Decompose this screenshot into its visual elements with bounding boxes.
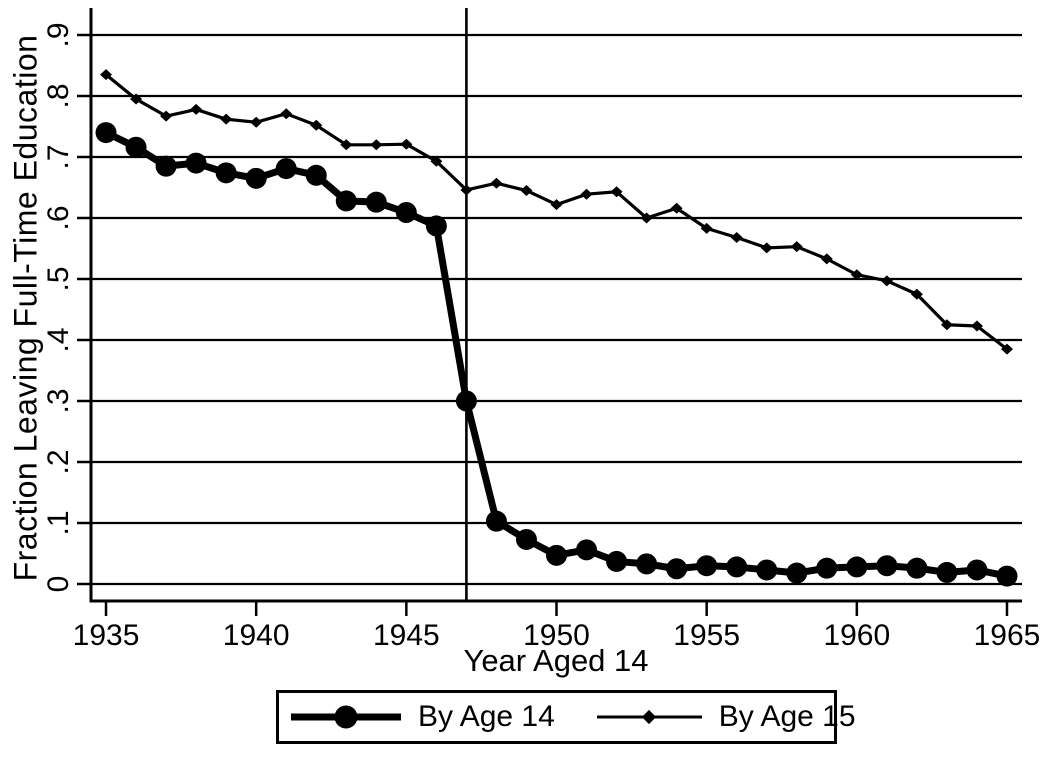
y-tick-label: 0: [42, 576, 75, 593]
data-point-circle: [95, 122, 117, 144]
y-tick-label: .3: [42, 388, 75, 413]
data-point-circle: [636, 553, 658, 575]
data-point-circle: [936, 561, 958, 583]
data-point-circle: [576, 539, 598, 561]
legend-sample-by-age-15: [596, 704, 702, 730]
data-point-circle: [125, 136, 147, 158]
data-point-circle: [846, 556, 868, 578]
legend-label-by-age-15: By Age 15: [718, 700, 856, 733]
y-tick-label: .1: [42, 510, 75, 535]
data-point-circle: [756, 559, 778, 581]
y-tick-label: .9: [42, 22, 75, 47]
data-point-circle: [365, 191, 387, 213]
data-point-diamond: [670, 202, 683, 214]
data-point-circle: [335, 190, 357, 212]
x-tick-label: 1940: [223, 619, 290, 652]
data-point-diamond: [460, 184, 473, 196]
data-point-circle: [996, 565, 1018, 587]
y-tick-label: .4: [42, 327, 75, 352]
data-point-diamond: [1000, 343, 1013, 355]
data-point-circle: [515, 528, 537, 550]
series-line-by-age-15: [104, 73, 1009, 351]
data-point-circle: [215, 162, 237, 184]
legend-sample-by-age-14: [291, 704, 401, 730]
x-axis-title: Year Aged 14: [463, 643, 649, 678]
x-tick-label: 1955: [673, 619, 740, 652]
y-tick-label: .5: [42, 266, 75, 291]
data-point-diamond: [550, 199, 563, 211]
data-point-diamond: [880, 275, 893, 287]
data-point-diamond: [100, 69, 113, 81]
y-tick-label: .8: [42, 83, 75, 108]
data-point-diamond: [160, 110, 173, 122]
data-point-circle: [185, 152, 207, 174]
x-tick-label: 1945: [373, 619, 440, 652]
y-tick-label: .7: [42, 144, 75, 169]
data-point-diamond: [340, 139, 353, 151]
data-point-circle: [546, 544, 567, 566]
data-point-diamond: [940, 319, 953, 331]
data-point-circle: [395, 202, 417, 224]
data-point-diamond: [280, 108, 293, 120]
data-point-diamond: [970, 320, 983, 332]
legend-label-by-age-14: By Age 14: [418, 700, 555, 733]
data-point-diamond: [610, 186, 623, 198]
data-point-circle: [155, 155, 177, 177]
data-point-diamond: [370, 139, 383, 151]
data-point-circle: [666, 558, 688, 580]
data-point-diamond: [490, 177, 503, 189]
data-point-circle: [275, 158, 297, 180]
data-point-circle: [966, 559, 988, 581]
data-point-diamond: [730, 232, 743, 244]
data-point-diamond: [220, 113, 233, 125]
x-tick-label: 1935: [73, 619, 140, 652]
y-tick-label: .2: [42, 449, 75, 474]
data-point-diamond: [790, 241, 803, 253]
data-point-circle: [425, 215, 447, 237]
data-point-diamond: [130, 93, 143, 105]
diamond-marker-icon: [642, 709, 657, 725]
data-point-diamond: [190, 103, 203, 115]
data-point-diamond: [700, 222, 713, 234]
data-point-circle: [696, 555, 718, 577]
data-point-diamond: [760, 242, 773, 254]
data-point-circle: [876, 555, 898, 577]
data-point-circle: [606, 550, 628, 572]
legend-box: By Age 14 By Age 15: [276, 690, 856, 744]
data-point-circle: [786, 562, 808, 584]
data-point-diamond: [820, 253, 833, 265]
x-tick-label: 1965: [974, 619, 1041, 652]
data-point-diamond: [850, 269, 863, 281]
data-point-circle: [455, 390, 477, 412]
circle-marker-icon: [334, 705, 358, 729]
x-tick-label: 1960: [823, 619, 890, 652]
data-point-diamond: [580, 188, 593, 200]
data-point-diamond: [250, 116, 263, 128]
data-point-circle: [305, 164, 327, 186]
data-point-diamond: [400, 138, 413, 150]
data-point-diamond: [310, 119, 323, 131]
data-point-circle: [485, 510, 507, 532]
data-point-diamond: [910, 288, 923, 300]
data-point-diamond: [430, 155, 443, 167]
data-point-diamond: [640, 212, 653, 224]
data-point-circle: [726, 556, 748, 578]
y-tick-label: .6: [42, 205, 75, 230]
data-point-circle: [245, 167, 267, 189]
data-point-diamond: [520, 185, 533, 197]
x-tick-label: 1950: [523, 619, 590, 652]
data-point-circle: [816, 557, 838, 579]
y-axis-title: Fraction Leaving Full-Time Education: [7, 34, 44, 582]
data-point-circle: [906, 557, 928, 579]
